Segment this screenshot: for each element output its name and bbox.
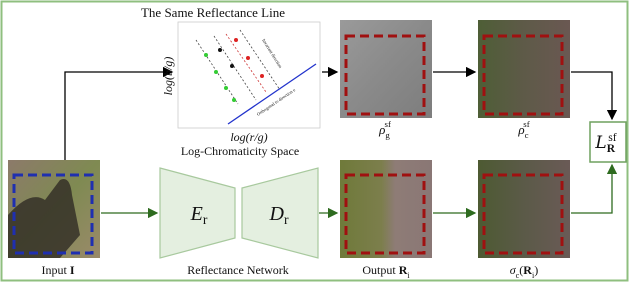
sigma-label-part: R: [523, 263, 532, 277]
sigma-label: σc(Ri): [510, 263, 539, 280]
rho-c-label: ρcsf: [517, 119, 529, 140]
rho-c-label-part: sf: [523, 119, 529, 129]
rho-c-image: [478, 20, 570, 118]
sigma-label-part: ): [534, 263, 538, 277]
y-axis-label: log(b/g): [161, 57, 175, 96]
input-image: [8, 160, 100, 258]
decoder-label-part: D: [269, 203, 285, 225]
sigma-image: [478, 160, 570, 258]
rho-g-label-part: g: [385, 130, 390, 140]
input-label-part: Input: [41, 263, 69, 277]
output-label-part: Output: [362, 263, 398, 277]
rho-g-label-part: sf: [385, 119, 391, 129]
input-label: Input I: [41, 263, 74, 277]
decoder-label-part: r: [284, 212, 289, 227]
rho-c-label-part: c: [525, 130, 529, 140]
output-label-part: i: [407, 271, 410, 280]
network-label-part: Reflectance Network: [187, 263, 289, 277]
rho-g-label: ρgsf: [378, 119, 391, 140]
loss-label-part: L: [594, 133, 606, 153]
log-chromaticity-plot: [178, 22, 320, 128]
x-axis-label: log(r/g): [230, 130, 267, 144]
encoder-label-part: r: [203, 212, 208, 227]
plot-caption: Log-Chromaticity Space: [181, 144, 299, 158]
encoder-label-part: E: [190, 203, 203, 225]
rho-g-image: [340, 20, 432, 118]
network-label: Reflectance Network: [187, 263, 289, 277]
loss-label-part: sf: [608, 131, 616, 144]
plot-title: The Same Reflectance Line: [141, 5, 285, 20]
output-label: Output Ri: [362, 263, 410, 280]
output-image: [340, 160, 432, 258]
loss-label: LRsf: [594, 131, 616, 155]
output-label-part: R: [399, 263, 408, 277]
figure: The Same Reflectance Line Log-Chromaticit…: [0, 0, 629, 282]
input-label-part: I: [70, 263, 75, 277]
